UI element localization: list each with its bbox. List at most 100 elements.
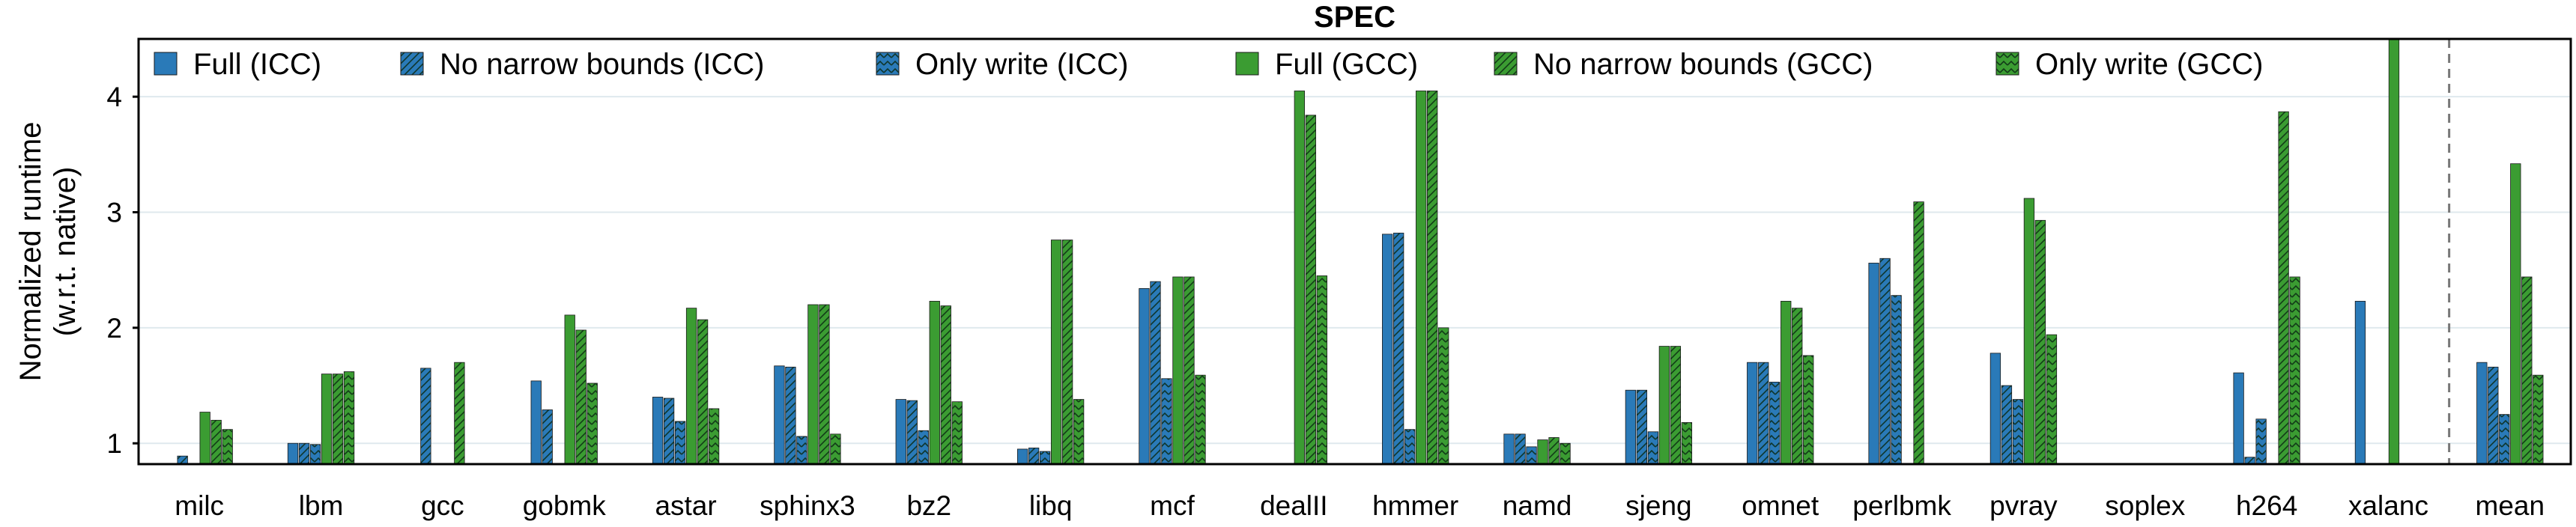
bar-pvray-4	[2034, 219, 2046, 464]
legend-entry: No narrow bounds (ICC)	[400, 48, 765, 81]
legend-label: Full (GCC)	[1275, 48, 1418, 81]
x-tick-label: mcf	[1150, 490, 1195, 521]
bar-sjeng-2	[1647, 431, 1659, 464]
bar-namd-2	[1526, 446, 1537, 464]
legend-label: No narrow bounds (ICC)	[440, 48, 765, 81]
bar-astar-1	[663, 397, 675, 464]
bar-sjeng-1	[1636, 389, 1648, 464]
y-tick-label: 2	[106, 313, 122, 344]
legend-label: No narrow bounds (GCC)	[1533, 48, 1873, 81]
bar-h264-0	[2233, 372, 2244, 464]
bar-pvray-2	[2012, 399, 2024, 464]
bar-sphinx3-4	[819, 304, 830, 464]
chart-title: SPEC	[1314, 1, 1395, 34]
x-tick-label: gcc	[421, 490, 464, 521]
bar-astar-5	[708, 408, 720, 464]
bar-bz2-0	[895, 399, 906, 464]
bar-milc-4	[210, 419, 222, 464]
bar-gobmk-5	[587, 383, 598, 464]
legend-entry: Only write (ICC)	[876, 48, 1128, 81]
x-tick-label: astar	[655, 490, 716, 521]
x-tick-label: sphinx3	[760, 490, 855, 521]
bar-mcf-0	[1139, 287, 1150, 464]
bar-libq-2	[1039, 451, 1051, 464]
y-axis-label-line: (w.r.t. native)	[49, 167, 82, 337]
bar-xalanc-0	[2354, 300, 2366, 464]
bar-sjeng-4	[1670, 346, 1682, 464]
x-tick-label: xalanc	[2348, 490, 2428, 521]
bar-astar-4	[697, 319, 709, 464]
bar-mean-3	[2510, 163, 2521, 464]
y-axis-label: Normalized runtime (w.r.t. native)	[14, 122, 82, 382]
bar-pvray-5	[2046, 334, 2058, 464]
x-tick-label: bz2	[906, 490, 951, 521]
bar-libq-3	[1050, 240, 1062, 464]
x-tick-label: gobmk	[523, 490, 607, 521]
x-tick-label: soplex	[2105, 490, 2185, 521]
legend: Full (ICC) No narrow bounds (ICC) Only wri…	[154, 48, 2263, 81]
bar-astar-2	[674, 421, 686, 464]
bar-gcc-1	[420, 368, 431, 464]
legend-label: Full (ICC)	[193, 48, 321, 81]
axes	[133, 37, 2572, 466]
bar-mcf-3	[1172, 276, 1184, 464]
x-tick-label: lbm	[299, 490, 344, 521]
bar-hmmer-3	[1416, 91, 1427, 464]
bar-sphinx3-3	[807, 304, 819, 464]
legend-entry: Only write (GCC)	[1995, 48, 2263, 81]
x-tick-label: milc	[175, 490, 224, 521]
bar-perlbmk-2	[1891, 295, 1902, 464]
bar-omnet-5	[1803, 355, 1814, 464]
bar-perlbmk-4	[1913, 201, 1924, 464]
bar-lbm-0	[287, 442, 299, 464]
bar-hmmer-2	[1404, 429, 1416, 464]
bar-gobmk-0	[530, 380, 542, 464]
legend-swatch	[1235, 52, 1259, 76]
bar-sphinx3-1	[785, 366, 796, 464]
bar-gobmk-3	[564, 314, 575, 464]
x-tick-label: libq	[1029, 490, 1073, 521]
bar-milc-3	[199, 412, 210, 464]
bar-mcf-5	[1195, 374, 1206, 464]
legend-entry: No narrow bounds (GCC)	[1494, 48, 1873, 81]
bar-hmmer-4	[1427, 91, 1438, 464]
bar-perlbmk-0	[1868, 263, 1879, 464]
bar-h264-5	[2289, 276, 2300, 464]
bar-lbm-2	[309, 444, 321, 464]
bar-gcc-4	[454, 362, 465, 464]
plot-frame	[137, 37, 2572, 466]
bar-milc-1	[177, 455, 188, 464]
bar-namd-4	[1548, 437, 1560, 464]
bar-mcf-1	[1150, 281, 1161, 464]
bar-lbm-5	[343, 371, 355, 464]
legend-label: Only write (GCC)	[2035, 48, 2263, 81]
bar-sphinx3-5	[830, 433, 841, 464]
x-tick-label: dealII	[1260, 490, 1328, 521]
bar-mean-2	[2499, 414, 2510, 464]
bar-dealII-3	[1294, 91, 1305, 464]
bar-omnet-3	[1781, 300, 1792, 464]
bar-dealII-4	[1305, 115, 1316, 464]
bar-sphinx3-0	[774, 365, 785, 464]
bar-hmmer-0	[1382, 234, 1393, 464]
bar-mean-1	[2488, 366, 2499, 464]
bar-mcf-2	[1161, 378, 1172, 464]
legend-entry: Full (GCC)	[1235, 48, 1418, 81]
bar-libq-5	[1073, 399, 1085, 464]
bar-mean-4	[2521, 276, 2533, 464]
legend-swatch	[154, 52, 178, 76]
bar-namd-0	[1503, 433, 1515, 464]
bar-bz2-2	[918, 430, 929, 464]
bar-bz2-1	[906, 400, 918, 464]
bar-hmmer-1	[1393, 232, 1404, 464]
bar-milc-5	[222, 429, 233, 464]
y-axis-label-line: Normalized runtime	[14, 122, 47, 382]
x-tick-label: hmmer	[1372, 490, 1458, 521]
bar-gobmk-1	[542, 409, 553, 464]
bar-bz2-3	[929, 300, 940, 464]
bars	[177, 39, 2544, 464]
bar-h264-2	[2255, 418, 2267, 464]
bar-pvray-0	[1989, 353, 2001, 464]
bar-libq-1	[1028, 447, 1040, 464]
